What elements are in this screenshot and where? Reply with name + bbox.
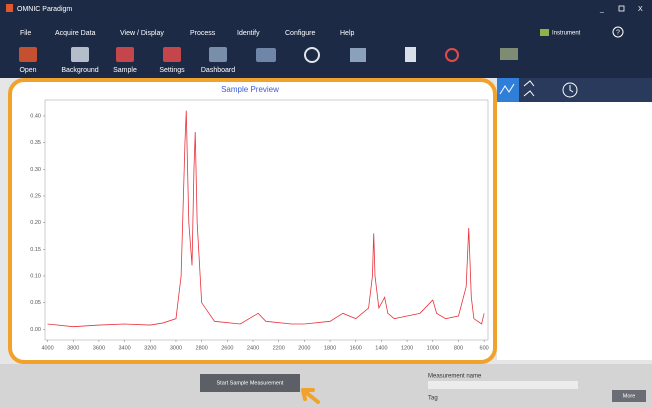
x-tick-label: 3400 bbox=[118, 345, 130, 351]
menu-item[interactable]: Configure bbox=[285, 30, 315, 37]
x-tick-label: 2400 bbox=[247, 345, 259, 351]
start-button[interactable] bbox=[200, 374, 300, 392]
x-tick-label: 1600 bbox=[350, 345, 362, 351]
toolbar-label: Sample bbox=[113, 67, 137, 74]
pointer-arrow bbox=[301, 388, 320, 404]
toolbar-icon[interactable] bbox=[209, 47, 227, 62]
toolbar-icons bbox=[256, 47, 518, 63]
measurement-name-label: Measurement name bbox=[428, 374, 482, 380]
chart-panel bbox=[8, 78, 497, 364]
tag-label: Tag bbox=[428, 396, 438, 402]
x-tick-label: 1000 bbox=[427, 345, 439, 351]
toolbar-label: Background bbox=[61, 67, 98, 74]
toolbar-label: Settings bbox=[159, 67, 185, 74]
x-tick-label: 800 bbox=[454, 345, 463, 351]
menu-item[interactable]: View / Display bbox=[120, 30, 164, 37]
y-tick-label: 0.25 bbox=[30, 193, 41, 199]
toolbar-icon[interactable] bbox=[116, 47, 134, 62]
toolbar-icon[interactable] bbox=[71, 47, 89, 62]
minimize[interactable]: _ bbox=[599, 6, 604, 13]
header bbox=[0, 0, 652, 78]
maximize[interactable] bbox=[618, 5, 625, 12]
toolbar-icon[interactable] bbox=[405, 47, 416, 62]
x-tick-label: 4000 bbox=[41, 345, 53, 351]
toolbar-icon[interactable] bbox=[163, 47, 181, 62]
measurement-name-input[interactable] bbox=[428, 381, 578, 389]
plot-area bbox=[44, 99, 489, 341]
x-tick-label: 600 bbox=[480, 345, 489, 351]
chart-title: Sample Preview bbox=[221, 85, 279, 94]
help-icon[interactable] bbox=[612, 26, 624, 38]
y-tick-label: 0.35 bbox=[30, 140, 41, 146]
more-button[interactable] bbox=[612, 390, 646, 402]
menu-item[interactable]: Acquire Data bbox=[55, 30, 96, 37]
toolbar-label: Dashboard bbox=[201, 67, 235, 74]
x-tick-label: 3800 bbox=[67, 345, 79, 351]
x-tick-label: 2600 bbox=[221, 345, 233, 351]
menu-item[interactable]: File bbox=[20, 30, 31, 37]
y-tick-label: 0.40 bbox=[30, 113, 41, 119]
toolbar-icon[interactable] bbox=[445, 48, 459, 62]
stacked-view-button[interactable] bbox=[523, 80, 535, 97]
x-tick-label: 3000 bbox=[170, 345, 182, 351]
window-title: OMNIC Paradigm bbox=[17, 6, 72, 13]
instrument[interactable]: Instrument bbox=[552, 31, 581, 37]
x-tick-label: 2800 bbox=[196, 345, 208, 351]
toolbar-icon[interactable] bbox=[19, 47, 37, 62]
toolbar-icon[interactable] bbox=[500, 48, 518, 60]
toolbar-icon[interactable] bbox=[350, 48, 366, 62]
menu-item[interactable]: Identify bbox=[237, 30, 260, 37]
side-toolbar bbox=[497, 78, 652, 102]
toolbar-label: Open bbox=[19, 67, 36, 74]
history-icon bbox=[569, 85, 574, 93]
x-tick-label: 1200 bbox=[401, 345, 413, 351]
spectrum-view-icon bbox=[499, 83, 515, 95]
y-tick-label: 0.05 bbox=[30, 300, 41, 306]
x-tick-label: 1800 bbox=[324, 345, 336, 351]
spectrum-line bbox=[47, 110, 485, 328]
close[interactable]: X bbox=[638, 6, 643, 13]
help-icon-mark: ? bbox=[616, 29, 620, 36]
start-button-label: Start Sample Measurement bbox=[217, 380, 284, 386]
app-icon bbox=[6, 4, 13, 12]
menu-item[interactable]: Help bbox=[340, 30, 355, 37]
y-tick-label: 0.10 bbox=[30, 273, 41, 279]
side-panel bbox=[497, 102, 652, 360]
y-tick-label: 0.30 bbox=[30, 167, 41, 173]
x-tick-label: 2200 bbox=[273, 345, 285, 351]
y-tick-label: 0.20 bbox=[30, 220, 41, 226]
x-tick-label: 1400 bbox=[375, 345, 387, 351]
x-tick-label: 2000 bbox=[298, 345, 310, 351]
instrument-icon bbox=[540, 29, 549, 36]
toolbar-icon[interactable] bbox=[304, 47, 320, 63]
y-tick-label: 0.00 bbox=[30, 327, 41, 333]
x-tick-label: 3600 bbox=[93, 345, 105, 351]
x-tick-label: 3200 bbox=[144, 345, 156, 351]
toolbar-icon[interactable] bbox=[256, 48, 276, 62]
history-button[interactable] bbox=[562, 82, 578, 98]
more-button-label: More bbox=[623, 393, 636, 399]
menu-item[interactable]: Process bbox=[190, 30, 216, 37]
y-tick-label: 0.15 bbox=[30, 247, 41, 253]
